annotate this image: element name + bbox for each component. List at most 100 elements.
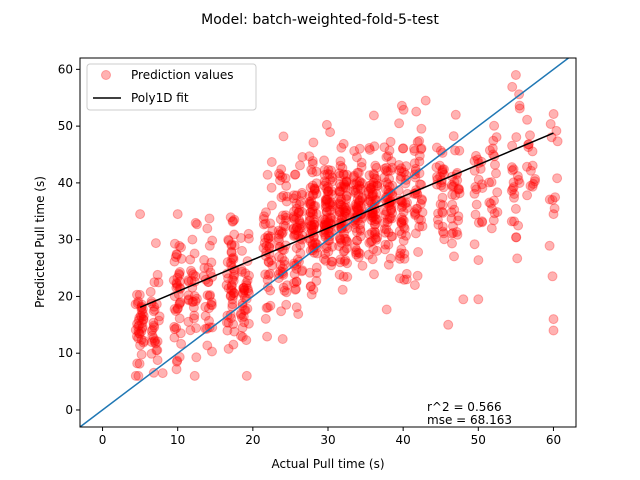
data-point bbox=[339, 206, 350, 217]
data-point bbox=[183, 275, 194, 286]
data-point bbox=[341, 205, 352, 216]
data-point bbox=[134, 312, 145, 323]
data-point bbox=[338, 169, 349, 180]
data-point bbox=[357, 260, 368, 271]
data-point bbox=[305, 199, 316, 210]
data-point bbox=[310, 237, 321, 248]
data-point bbox=[280, 221, 291, 232]
data-point bbox=[327, 201, 338, 212]
data-point bbox=[321, 206, 332, 217]
data-point bbox=[354, 196, 365, 207]
data-point bbox=[204, 213, 215, 224]
data-point bbox=[355, 231, 366, 242]
data-point bbox=[146, 348, 157, 359]
data-point bbox=[297, 189, 308, 200]
data-point bbox=[288, 213, 299, 223]
data-point bbox=[372, 180, 383, 191]
data-point bbox=[151, 345, 162, 356]
data-point bbox=[363, 186, 374, 197]
data-point bbox=[169, 256, 180, 267]
data-point bbox=[417, 221, 428, 232]
data-point bbox=[355, 195, 365, 206]
data-point bbox=[281, 299, 292, 310]
data-point bbox=[350, 185, 361, 196]
data-point bbox=[366, 179, 377, 190]
data-point bbox=[353, 247, 364, 258]
data-point bbox=[306, 196, 317, 207]
data-point bbox=[525, 130, 535, 141]
data-point bbox=[454, 184, 465, 195]
r2-annotation: r^2 = 0.566 bbox=[427, 400, 502, 414]
data-point bbox=[266, 182, 277, 193]
data-point bbox=[222, 325, 233, 336]
data-point bbox=[305, 215, 316, 226]
x-tick-label: 10 bbox=[170, 433, 185, 447]
data-point bbox=[450, 109, 461, 120]
data-point bbox=[369, 229, 380, 240]
data-point bbox=[229, 214, 240, 225]
data-point bbox=[319, 176, 330, 187]
data-point bbox=[522, 190, 533, 201]
data-point bbox=[350, 247, 361, 258]
data-point bbox=[490, 159, 500, 170]
data-point bbox=[189, 313, 199, 324]
data-point bbox=[547, 271, 558, 282]
data-point bbox=[200, 301, 211, 312]
data-point bbox=[277, 253, 287, 264]
data-point bbox=[322, 186, 333, 197]
data-point bbox=[471, 199, 482, 210]
data-point bbox=[291, 263, 302, 274]
data-point bbox=[263, 230, 273, 241]
data-point bbox=[448, 221, 458, 232]
data-point bbox=[364, 170, 375, 181]
data-point bbox=[305, 207, 316, 218]
data-point bbox=[308, 222, 319, 233]
data-point bbox=[448, 227, 459, 238]
data-point bbox=[379, 224, 390, 234]
data-point bbox=[305, 198, 316, 209]
data-point bbox=[336, 181, 346, 192]
data-point bbox=[409, 146, 420, 156]
data-point bbox=[398, 143, 409, 154]
data-point bbox=[383, 227, 394, 238]
data-point bbox=[437, 200, 448, 211]
data-point bbox=[469, 239, 480, 250]
data-point bbox=[486, 223, 497, 234]
data-point bbox=[339, 245, 350, 256]
data-point bbox=[311, 178, 322, 189]
data-point bbox=[262, 302, 273, 313]
data-point bbox=[136, 326, 147, 337]
data-point bbox=[364, 144, 375, 155]
data-point bbox=[327, 241, 338, 252]
data-point bbox=[437, 165, 448, 176]
data-point bbox=[291, 212, 302, 223]
data-point bbox=[446, 213, 457, 224]
data-point bbox=[311, 275, 322, 286]
data-point bbox=[281, 287, 292, 298]
data-point bbox=[291, 203, 302, 214]
data-point bbox=[369, 219, 380, 230]
data-point bbox=[394, 273, 405, 284]
data-point bbox=[290, 225, 301, 236]
data-point bbox=[265, 231, 276, 242]
data-point bbox=[326, 205, 336, 216]
data-point bbox=[357, 193, 368, 204]
data-point bbox=[411, 106, 422, 117]
data-point bbox=[368, 181, 379, 191]
data-point bbox=[187, 234, 198, 245]
data-point bbox=[305, 245, 316, 256]
data-point bbox=[471, 184, 482, 195]
data-point bbox=[322, 202, 332, 213]
data-point bbox=[381, 177, 392, 188]
data-point bbox=[410, 228, 421, 239]
data-point bbox=[148, 317, 159, 328]
data-point bbox=[190, 296, 201, 307]
data-point bbox=[279, 285, 290, 296]
data-point bbox=[187, 268, 198, 279]
data-point bbox=[410, 210, 421, 220]
data-point bbox=[261, 302, 272, 313]
data-point bbox=[241, 277, 252, 288]
data-point bbox=[470, 209, 481, 220]
data-point bbox=[265, 268, 276, 279]
data-point bbox=[431, 142, 442, 153]
